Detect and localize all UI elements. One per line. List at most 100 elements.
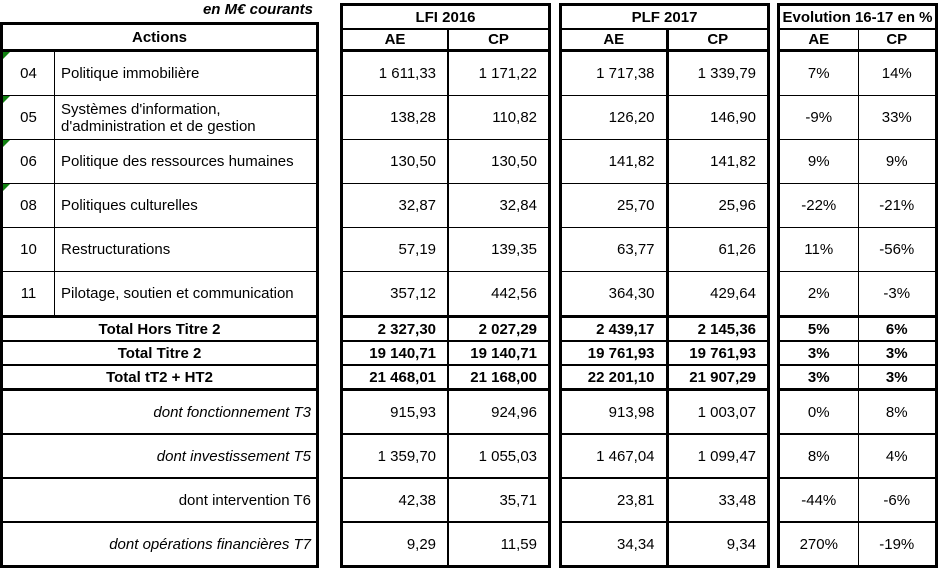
plf-2017-table: PLF 2017 AE CP 1 717,38 1 339,79 126,20 14… <box>559 3 770 568</box>
table-row: 138,28 110,82 <box>341 95 550 140</box>
evo-cp-detail: 4% <box>857 434 937 479</box>
detail-row: dont intervention T6 <box>1 478 318 523</box>
lfi-ae-detail: 915,93 <box>341 389 449 435</box>
total-row: 19 761,93 19 761,93 <box>560 341 769 366</box>
evo-cp-value: 9% <box>857 139 937 184</box>
lfi-cp-total: 19 140,71 <box>447 341 550 366</box>
table-row: 05 Systèmes d'information, d'administrat… <box>1 95 318 140</box>
table-row: 63,77 61,26 <box>560 227 769 272</box>
evo-ae-total: 3% <box>778 365 858 391</box>
table-row: 141,82 141,82 <box>560 139 769 184</box>
lfi-cp-value: 32,84 <box>447 183 550 228</box>
detail-row: 0% 8% <box>778 389 937 435</box>
detail-row: 915,93 924,96 <box>341 389 550 435</box>
evo-cp-value: 14% <box>857 50 937 96</box>
evo-ae-value: 2% <box>778 271 858 317</box>
lfi-ae-value: 1 611,33 <box>341 50 449 96</box>
detail-row: 1 359,70 1 055,03 <box>341 434 550 479</box>
lfi-cp-detail: 35,71 <box>447 478 550 523</box>
total-row: Total Hors Titre 2 <box>1 315 318 342</box>
error-flag-icon <box>3 96 10 103</box>
group-header-evolution: Evolution 16-17 en % <box>778 4 937 30</box>
lfi-ae-total: 2 327,30 <box>341 315 449 342</box>
table-row: 357,12 442,56 <box>341 271 550 317</box>
subheader-row: AE CP <box>778 29 937 52</box>
table-row: 2% -3% <box>778 271 937 317</box>
action-code-cell: 06 <box>1 139 55 184</box>
actions-header-row: Actions <box>1 23 318 52</box>
action-code-cell: 05 <box>1 95 55 140</box>
action-code: 11 <box>20 285 37 302</box>
lfi-cp-value: 110,82 <box>447 95 550 140</box>
plf-ae-total: 22 201,10 <box>560 365 668 391</box>
plf-cp-value: 61,26 <box>665 227 769 272</box>
lfi-ae-value: 138,28 <box>341 95 449 140</box>
evo-ae-value: 7% <box>778 50 858 96</box>
plf-cp-total: 19 761,93 <box>665 341 769 366</box>
action-code: 06 <box>20 153 37 170</box>
lfi-ae-total: 21 468,01 <box>341 365 449 391</box>
detail-row: 23,81 33,48 <box>560 478 769 523</box>
action-label: Politiques culturelles <box>53 183 318 228</box>
table-row: 57,19 139,35 <box>341 227 550 272</box>
lfi-cp-value: 130,50 <box>447 139 550 184</box>
total-row: 2 327,30 2 027,29 <box>341 315 550 342</box>
evo-ae-detail: 8% <box>778 434 858 479</box>
evo-ae-value: -22% <box>778 183 858 228</box>
detail-label: dont intervention T6 <box>1 478 318 523</box>
detail-row: 34,34 9,34 <box>561 522 769 567</box>
action-label: Pilotage, soutien et communication <box>53 271 318 317</box>
evo-ae-value: 9% <box>778 139 858 184</box>
table-row: 25,70 25,96 <box>560 183 769 228</box>
evo-cp-total: 3% <box>857 365 937 391</box>
detail-row: dont investissement T5 <box>1 434 318 479</box>
detail-row: 42,38 35,71 <box>341 478 550 523</box>
error-flag-icon <box>3 52 10 59</box>
action-label: Restructurations <box>53 227 318 272</box>
detail-label: dont fonctionnement T3 <box>1 389 318 435</box>
lfi-ae-value: 357,12 <box>341 271 449 317</box>
lfi-cp-detail: 1 055,03 <box>447 434 550 479</box>
evolution-table: Evolution 16-17 en % AE CP 7% 14% -9% 33% … <box>777 3 938 568</box>
evo-cp-value: -3% <box>857 271 937 317</box>
evo-ae-detail: 270% <box>799 535 838 553</box>
evo-ae-detail: -44% <box>778 478 858 523</box>
action-label: Politique des ressources humaines <box>53 139 318 184</box>
detail-row: 913,98 1 003,07 <box>560 389 769 435</box>
total-row: Total tT2 + HT2 <box>1 365 318 391</box>
evo-ae-detail: 0% <box>778 389 858 435</box>
evo-cp-detail: 8% <box>857 389 937 435</box>
lfi-ae-detail: 1 359,70 <box>341 434 449 479</box>
actions-table: Actions 04 Politique immobilière 05 Syst… <box>0 22 320 568</box>
table-row: 1 611,33 1 171,22 <box>341 50 550 96</box>
plf-cp-value: 429,64 <box>665 271 769 317</box>
column-header-ae: AE <box>560 29 668 52</box>
action-code: 05 <box>20 109 37 126</box>
lfi-ae-value: 130,50 <box>341 139 449 184</box>
action-label: Politique immobilière <box>53 50 318 96</box>
plf-cp-detail: 9,34 <box>665 522 769 567</box>
table-row: 32,87 32,84 <box>341 183 550 228</box>
lfi-cp-value: 1 171,22 <box>447 50 550 96</box>
column-header-ae: AE <box>341 29 449 52</box>
table-row: 04 Politique immobilière <box>1 50 318 96</box>
detail-row: 270% -19% <box>779 522 937 567</box>
action-code-cell: 11 <box>1 271 55 317</box>
lfi-ae-value: 57,19 <box>341 227 449 272</box>
total-row: 3% 3% <box>778 341 937 366</box>
action-code: 08 <box>20 197 37 214</box>
evo-cp-total: 3% <box>857 341 937 366</box>
table-row: 130,50 130,50 <box>341 139 550 184</box>
actions-header: Actions <box>1 23 318 52</box>
evo-ae-value: 11% <box>778 227 858 272</box>
table-row: 10 Restructurations <box>1 227 318 272</box>
plf-cp-detail: 33,48 <box>665 478 769 523</box>
detail-row: -44% -6% <box>778 478 937 523</box>
plf-ae-value: 25,70 <box>560 183 668 228</box>
detail-row: 9,29 11,59 <box>342 522 550 567</box>
evo-ae-value: -9% <box>778 95 858 140</box>
column-header-ae: AE <box>778 29 858 52</box>
plf-ae-detail: 913,98 <box>560 389 668 435</box>
lfi-cp-total: 2 027,29 <box>447 315 550 342</box>
lfi-ae-detail: 9,29 <box>406 535 437 553</box>
